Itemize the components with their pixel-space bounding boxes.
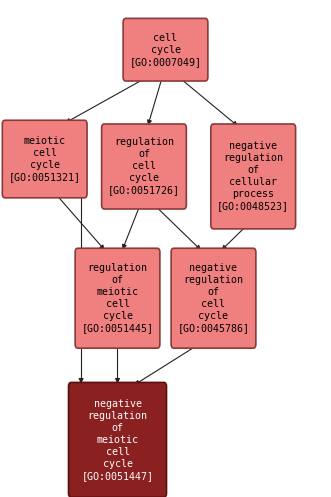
Text: regulation
of
meiotic
cell
cycle
[GO:0051445]: regulation of meiotic cell cycle [GO:005…	[81, 263, 154, 333]
Text: negative
regulation
of
cell
cycle
[GO:0045786]: negative regulation of cell cycle [GO:00…	[177, 263, 250, 333]
FancyBboxPatch shape	[75, 248, 160, 348]
FancyBboxPatch shape	[211, 124, 296, 229]
FancyBboxPatch shape	[69, 383, 166, 497]
Text: meiotic
cell
cycle
[GO:0051321]: meiotic cell cycle [GO:0051321]	[9, 136, 81, 182]
Text: regulation
of
cell
cycle
[GO:0051726]: regulation of cell cycle [GO:0051726]	[108, 138, 180, 195]
FancyBboxPatch shape	[171, 248, 256, 348]
Text: negative
regulation
of
meiotic
cell
cycle
[GO:0051447]: negative regulation of meiotic cell cycl…	[81, 399, 154, 481]
Text: negative
regulation
of
cellular
process
[GO:0048523]: negative regulation of cellular process …	[217, 142, 289, 211]
Text: cell
cycle
[GO:0007049]: cell cycle [GO:0007049]	[129, 33, 202, 67]
FancyBboxPatch shape	[123, 18, 208, 81]
FancyBboxPatch shape	[102, 124, 186, 209]
FancyBboxPatch shape	[2, 120, 87, 198]
